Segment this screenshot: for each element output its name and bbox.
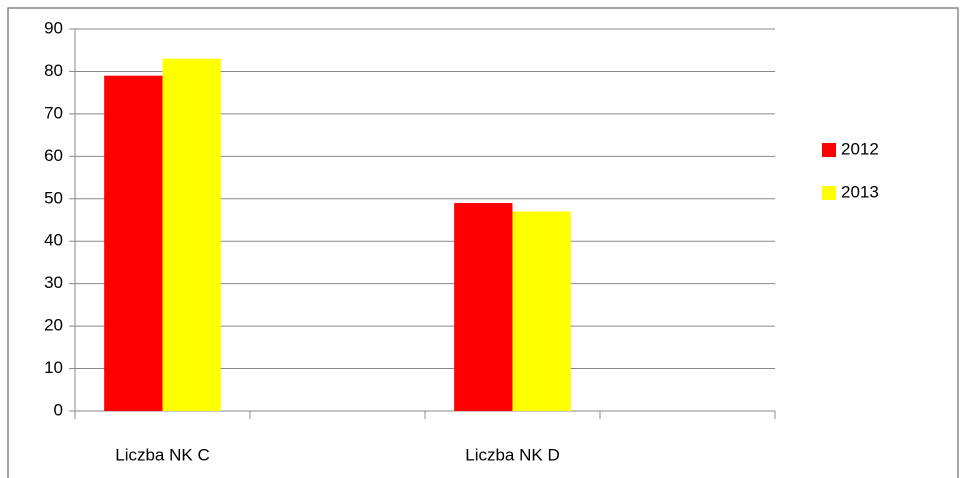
y-tick-label: 50 <box>44 188 63 207</box>
y-tick-label: 20 <box>44 316 63 335</box>
y-tick-label: 10 <box>44 358 63 377</box>
y-tick-label: 30 <box>44 273 63 292</box>
legend-swatch <box>822 143 836 157</box>
bar <box>454 203 513 411</box>
y-tick-label: 60 <box>44 146 63 165</box>
legend-label: 2012 <box>841 139 879 158</box>
legend-swatch <box>822 186 836 200</box>
y-tick-label: 80 <box>44 61 63 80</box>
legend-label: 2013 <box>841 182 879 201</box>
y-tick-label: 40 <box>44 231 63 250</box>
y-tick-label: 70 <box>44 103 63 122</box>
bar <box>162 58 221 411</box>
bar <box>512 211 571 411</box>
bar <box>104 75 163 411</box>
x-tick-label: Liczba NK D <box>465 445 559 464</box>
y-tick-label: 90 <box>44 18 63 37</box>
y-tick-label: 0 <box>54 400 63 419</box>
x-tick-label: Liczba NK C <box>115 445 209 464</box>
